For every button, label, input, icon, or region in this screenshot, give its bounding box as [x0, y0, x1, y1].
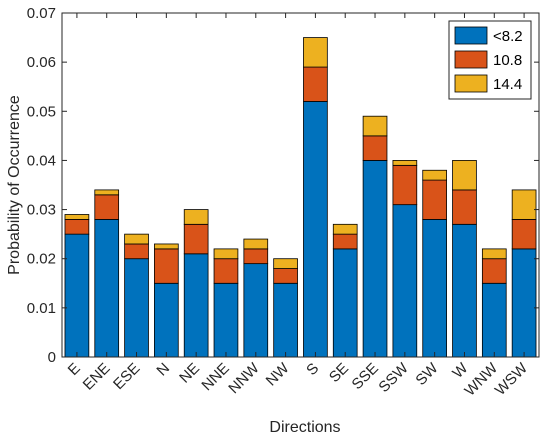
bar-nw-series-3	[273, 258, 298, 269]
x-tick-label-ese: ESE	[110, 360, 143, 393]
bar-n-series-2	[154, 248, 179, 284]
bar-sse-series-2	[362, 135, 388, 161]
bar-wsw-series-3	[511, 189, 537, 220]
bar-ene-series-1	[94, 218, 120, 358]
x-tick-label-sw: SW	[412, 359, 442, 389]
y-tick-label: 0.06	[27, 54, 56, 71]
x-tick-label-nne: NNE	[198, 360, 232, 394]
x-tick-label-nnw: NNW	[225, 359, 263, 397]
bar-wnw-series-1	[481, 282, 507, 358]
bar-sw-series-2	[422, 179, 447, 220]
bar-w-series-3	[452, 160, 477, 191]
bar-ssw-series-2	[392, 164, 418, 206]
bar-ene-series-3	[94, 189, 120, 196]
bar-se-series-1	[332, 248, 358, 358]
x-tick-label-nw: NW	[263, 359, 293, 389]
bar-wsw-series-1	[511, 248, 537, 358]
x-tick-label-w: W	[449, 359, 472, 382]
x-tick-label-ene: ENE	[80, 360, 114, 394]
bar-nne-series-1	[213, 282, 239, 358]
bar-ne-series-3	[183, 209, 209, 225]
bar-ese-series-1	[124, 258, 149, 358]
bar-n-series-1	[154, 282, 179, 358]
bar-ne-series-1	[183, 253, 209, 358]
bar-wsw-series-2	[511, 218, 537, 250]
bar-n-series-3	[154, 243, 179, 250]
bar-ne-series-2	[183, 223, 209, 255]
bar-wnw-series-2	[481, 258, 507, 284]
bar-s-series-1	[303, 101, 328, 358]
y-tick-label: 0.03	[27, 202, 56, 219]
bar-nw-series-2	[273, 268, 298, 284]
bar-nnw-series-2	[243, 248, 269, 265]
y-tick-label: 0.05	[27, 103, 56, 120]
bar-s-series-3	[303, 37, 328, 68]
bar-s-series-2	[303, 66, 328, 102]
bar-nne-series-2	[213, 258, 239, 284]
bar-sw-series-3	[422, 169, 447, 181]
bar-ene-series-2	[94, 194, 120, 220]
legend: <8.2 10.8 14.4	[448, 20, 532, 100]
x-tick-label-e: E	[65, 360, 84, 379]
legend-label-3: 14.4	[493, 76, 522, 93]
y-axis-ticks: 0 0.01 0.02 0.03 0.04 0.05 0.06 0.07	[27, 5, 539, 366]
bar-ssw-series-1	[392, 204, 418, 358]
x-tick-label-ssw: SSW	[375, 359, 412, 396]
legend-swatch-3	[454, 74, 488, 93]
bar-sse-series-1	[362, 160, 388, 358]
bar-nnw-series-1	[243, 263, 269, 358]
y-axis-label: Probability of Occurrence	[6, 95, 23, 275]
bar-e-series-3	[64, 214, 90, 220]
legend-swatch-1	[454, 26, 488, 45]
bar-se-series-2	[332, 233, 358, 250]
bar-nnw-series-3	[243, 238, 269, 250]
y-tick-label: 0.02	[27, 251, 56, 268]
bar-sw-series-1	[422, 218, 447, 358]
y-tick-label: 0.01	[27, 300, 56, 317]
x-tick-label-sse: SSE	[349, 360, 382, 393]
bar-wnw-series-3	[481, 248, 507, 260]
bar-w-series-1	[452, 223, 477, 358]
bar-sse-series-3	[362, 115, 388, 137]
plot-frame	[61, 12, 540, 358]
x-tick-label-se: SE	[326, 360, 352, 386]
bar-se-series-3	[332, 223, 358, 235]
x-tick-label-wsw: WSW	[492, 359, 532, 399]
x-axis-label: Directions	[269, 419, 340, 436]
bar-w-series-2	[452, 189, 477, 225]
x-tick-label-s: S	[303, 360, 322, 379]
bar-ssw-series-3	[392, 160, 418, 166]
bar-e-series-2	[64, 218, 90, 235]
x-tick-label-wnw: WNW	[461, 359, 501, 399]
y-tick-label: 0.04	[27, 152, 56, 169]
bar-ese-series-3	[124, 233, 149, 245]
y-tick-label: 0	[48, 349, 56, 366]
bar-ese-series-2	[124, 243, 149, 260]
x-tick-label-n: N	[153, 360, 173, 380]
legend-swatch-2	[454, 50, 488, 69]
legend-label-1: <8.2	[493, 28, 523, 45]
bar-nw-series-1	[273, 282, 298, 358]
y-tick-label: 0.07	[27, 5, 56, 22]
legend-label-2: 10.8	[493, 52, 522, 69]
bar-nne-series-3	[213, 248, 239, 260]
bar-e-series-1	[64, 233, 90, 358]
